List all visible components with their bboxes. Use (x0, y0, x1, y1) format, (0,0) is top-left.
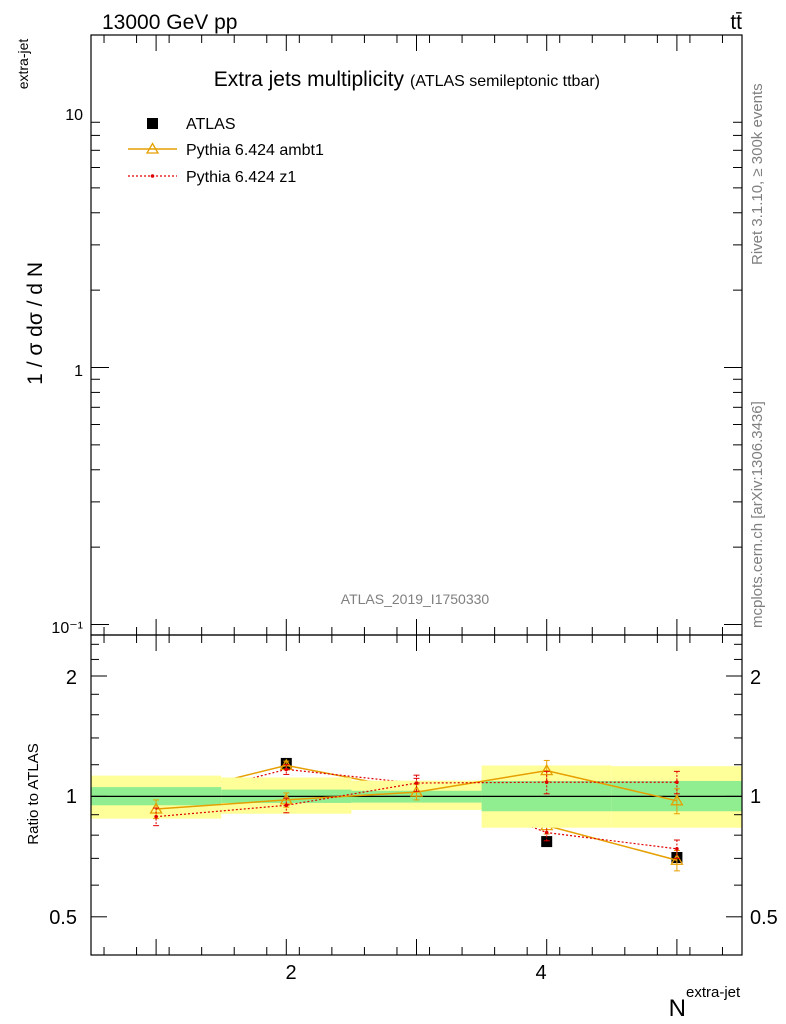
ratio-ambt1-marker (540, 763, 554, 776)
y-axis-label-superscript: extra-jet (15, 39, 31, 90)
z1-marker (675, 847, 679, 851)
legend-label-z1: Pythia 6.424 z1 (186, 169, 296, 186)
chart-title: Extra jets multiplicity (214, 68, 405, 91)
ambt1-marker (670, 853, 684, 865)
analysis-label: ATLAS_2019_I1750330 (341, 591, 490, 607)
y-tick-label-10: 10 (65, 107, 83, 124)
ratio-panel-ticks (91, 635, 742, 955)
ratio-z1-marker (154, 814, 158, 819)
ratio-y-tick-label-0-5-right: 0.5 (750, 907, 778, 929)
ratio-z1-marker (284, 803, 289, 808)
chart-subtitle: (ATLAS semileptonic ttbar) (410, 73, 600, 90)
rivet-label: Rivet 3.1.10, ≥ 300k events (749, 83, 766, 265)
ratio-ambt1-marker (670, 794, 684, 806)
y-axis-label: 1 / σ dσ / d N (24, 262, 47, 385)
z1-marker (284, 767, 289, 772)
legend-marker-atlas (147, 118, 158, 129)
legend-label-ambt1: Pythia 6.424 ambt1 (186, 142, 324, 159)
ratio-z1-marker (675, 780, 679, 785)
legend: ATLAS Pythia 6.424 ambt1 Pythia 6.424 z1 (128, 116, 324, 186)
ratio-y-axis-label: Ratio to ATLAS (25, 743, 42, 844)
ratio-z1-line (156, 781, 677, 818)
x-tick-label-4: 4 (535, 962, 546, 984)
x-axis-label-superscript: extra-jet (686, 984, 741, 1001)
ratio-z1-marker (414, 781, 419, 785)
legend-label-atlas: ATLAS (186, 116, 236, 133)
z1-marker (544, 830, 549, 835)
ratio-y-tick-label-1-right: 1 (750, 786, 761, 808)
mcplots-label: mcplots.cern.ch [arXiv:1306.3436] (749, 401, 766, 628)
ratio-y-tick-label-1-left: 1 (66, 786, 77, 808)
ratio-panel-data (91, 759, 742, 828)
ratio-y-tick-label-2-right: 2 (750, 667, 761, 689)
energy-label: 13000 GeV pp (102, 11, 237, 34)
x-axis-label: N (669, 995, 686, 1022)
legend-marker-z1 (150, 174, 155, 178)
y-tick-label-0-1: 10⁻¹ (51, 620, 83, 637)
ratio-z1-marker (544, 780, 549, 785)
atlas-marker (541, 836, 553, 848)
ratio-y-tick-label-0-5-left: 0.5 (49, 907, 77, 929)
process-label: tt̄ (730, 11, 742, 34)
ratio-y-tick-label-2-left: 2 (66, 667, 77, 689)
x-tick-label-2: 2 (285, 962, 296, 984)
legend-marker-ambt1 (145, 142, 160, 154)
main-panel-ticks (91, 35, 742, 635)
y-tick-label-1: 1 (74, 363, 83, 380)
